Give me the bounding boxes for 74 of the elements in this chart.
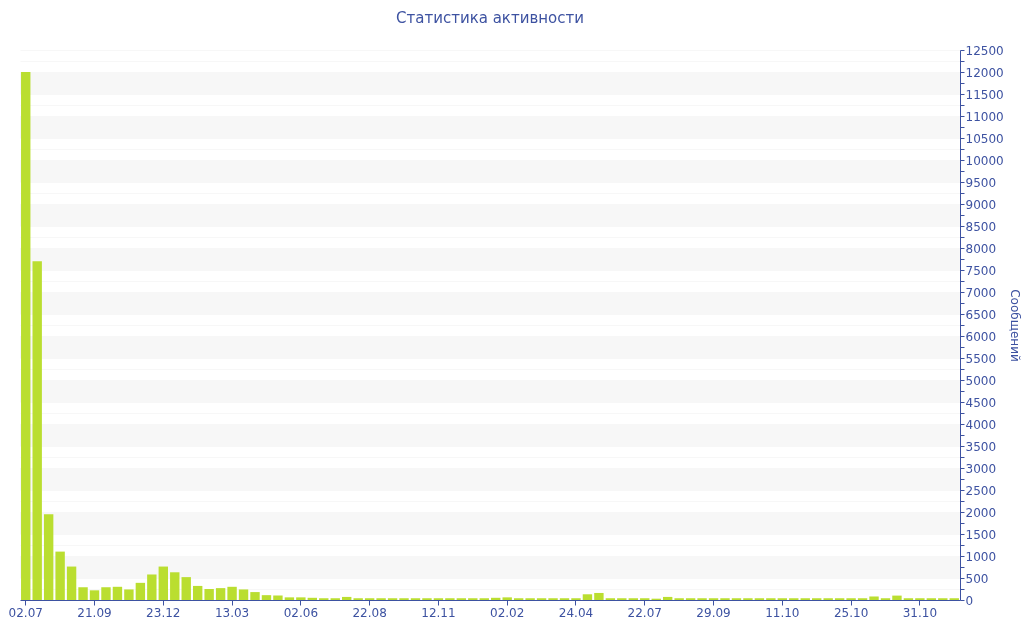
- bar: [284, 597, 295, 600]
- bar: [21, 72, 31, 600]
- bar: [582, 594, 593, 600]
- bar: [662, 596, 673, 600]
- y-tick-label: 2000: [965, 505, 997, 520]
- bar: [124, 589, 134, 600]
- bar: [869, 596, 879, 600]
- x-tick-label: 24.04: [558, 605, 594, 620]
- x-tick-label: 22.07: [627, 605, 662, 620]
- bar: [181, 577, 191, 600]
- bar: [78, 587, 88, 600]
- bar: [66, 566, 77, 600]
- x-tick-label: 22.08: [352, 605, 387, 620]
- x-tick-label: 21.09: [77, 605, 112, 620]
- x-tick-label: 02.02: [490, 605, 525, 620]
- bar: [112, 586, 123, 600]
- y-tick-label: 4500: [965, 395, 997, 410]
- bar: [250, 592, 260, 600]
- y-tick-label: 10500: [965, 131, 1004, 146]
- x-tick-label: 11.10: [765, 605, 800, 620]
- x-tick-label: 23.12: [146, 605, 181, 620]
- y-tick-label: 6500: [965, 307, 997, 322]
- y-tick-label: 5500: [965, 351, 997, 366]
- bar: [261, 595, 272, 600]
- x-tick-label: 12.11: [421, 605, 456, 620]
- bar: [273, 595, 283, 600]
- y-tick-label: 12500: [965, 43, 1004, 58]
- x-tick-label: 31.10: [902, 605, 938, 620]
- bar: [158, 566, 168, 600]
- x-tick-label: 13.03: [214, 605, 250, 620]
- y-tick-label: 4000: [965, 417, 997, 432]
- y-tick-label: 5000: [965, 373, 997, 388]
- y-tick-label: 10000: [965, 153, 1004, 168]
- bar: [342, 596, 352, 600]
- x-tick-label: 02.06: [283, 605, 319, 620]
- chart-title: Статистика активности: [396, 9, 584, 27]
- bar: [892, 595, 902, 600]
- bar: [227, 586, 237, 600]
- bar: [55, 551, 65, 600]
- y-tick-label: 3500: [965, 439, 997, 454]
- y-tick-label: 0: [965, 593, 974, 608]
- bar: [170, 572, 180, 600]
- bar: [89, 590, 100, 600]
- x-tick-label: 29.09: [696, 605, 731, 620]
- bar: [135, 582, 146, 600]
- y-axis-title: Сообщений: [1007, 289, 1022, 362]
- bar: [215, 588, 226, 600]
- x-tick-label: 02.07: [8, 605, 43, 620]
- y-tick-label: 8500: [965, 219, 997, 234]
- bar: [43, 514, 54, 600]
- bar: [238, 589, 249, 600]
- x-tick-label: 25.10: [833, 605, 869, 620]
- bar: [147, 574, 157, 600]
- bar: [32, 261, 42, 600]
- y-tick-label: 500: [965, 571, 989, 586]
- bar: [101, 587, 111, 600]
- y-tick-label: 9500: [965, 175, 997, 190]
- bar: [502, 597, 512, 600]
- y-tick-label: 7500: [965, 263, 997, 278]
- y-tick-label: 7000: [965, 285, 997, 300]
- bar: [192, 585, 203, 600]
- y-tick-label: 1000: [965, 549, 997, 564]
- y-tick-label: 12000: [965, 65, 1004, 80]
- y-tick-label: 11000: [965, 109, 1004, 124]
- y-tick-label: 3000: [965, 461, 997, 476]
- y-tick-label: 2500: [965, 483, 997, 498]
- y-tick-label: 6000: [965, 329, 997, 344]
- y-tick-label: 9000: [965, 197, 997, 212]
- bar: [594, 592, 604, 600]
- bar: [204, 589, 214, 600]
- y-tick-label: 8000: [965, 241, 997, 256]
- bar: [296, 597, 306, 600]
- y-tick-label: 11500: [965, 87, 1004, 102]
- y-tick-label: 1500: [965, 527, 997, 542]
